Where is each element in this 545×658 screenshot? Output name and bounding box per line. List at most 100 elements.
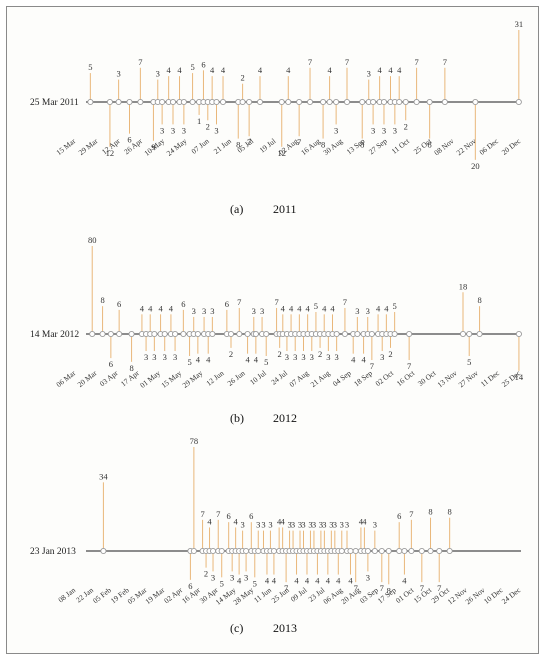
event-marker bbox=[333, 330, 340, 338]
event-marker bbox=[296, 98, 303, 106]
event-value-label: 7 bbox=[437, 583, 441, 593]
event-marker bbox=[219, 98, 227, 106]
event-marker bbox=[396, 98, 403, 106]
event-value-label: 7 bbox=[370, 361, 374, 371]
event-value-label: 4 bbox=[315, 576, 320, 586]
event-marker bbox=[285, 98, 292, 106]
event-marker bbox=[515, 98, 522, 106]
event-marker bbox=[338, 547, 345, 555]
event-value-label: 3 bbox=[301, 352, 305, 362]
event-value-label: 3 bbox=[163, 352, 167, 362]
event-marker bbox=[413, 98, 420, 106]
timeline-start-label: 23 Jan 2013 bbox=[30, 547, 76, 557]
event-value-label: 3 bbox=[366, 306, 370, 316]
event-value-label: 4 bbox=[207, 516, 212, 526]
event-marker bbox=[246, 98, 253, 106]
event-value-label: 5 bbox=[253, 578, 257, 588]
event-value-label: 7 bbox=[420, 583, 424, 593]
event-value-label: 5 bbox=[264, 357, 268, 367]
axis-tick-label: 26 Apr bbox=[122, 136, 144, 156]
event-marker bbox=[244, 330, 251, 338]
event-value-label: 3 bbox=[117, 69, 121, 79]
event-marker bbox=[370, 98, 377, 106]
event-value-label: 2 bbox=[229, 349, 233, 359]
event-value-label: 5 bbox=[467, 357, 471, 367]
axis-tick-label: 29 May bbox=[181, 368, 205, 389]
axis-tick-label: 07 Jun bbox=[190, 136, 211, 155]
event-marker bbox=[446, 547, 453, 555]
axis-tick-label: 15 May bbox=[159, 368, 183, 389]
event-value-label: 1 bbox=[197, 116, 201, 126]
event-value-label: 6 bbox=[397, 511, 401, 521]
axis-tick-label: 10 May bbox=[142, 136, 166, 157]
event-value-label: 4 bbox=[362, 516, 367, 526]
event-value-label: 4 bbox=[210, 65, 215, 75]
event-marker bbox=[380, 98, 388, 106]
event-value-label: 3 bbox=[192, 306, 196, 316]
event-marker bbox=[137, 98, 144, 106]
event-value-label: 3 bbox=[355, 306, 359, 316]
event-value-label: 4 bbox=[196, 355, 201, 365]
event-value-label: 3 bbox=[202, 306, 206, 316]
caption-letter: (c) bbox=[230, 621, 243, 635]
axis-tick-label: 06 Mar bbox=[54, 368, 77, 389]
event-value-label: 3 bbox=[393, 125, 397, 135]
event-marker bbox=[172, 330, 179, 338]
event-value-label: 6 bbox=[109, 359, 113, 369]
axis-tick-label: 02 Apr bbox=[162, 585, 184, 605]
event-value-label: 2 bbox=[404, 121, 408, 131]
event-value-label: 3 bbox=[382, 125, 386, 135]
event-value-label: 3 bbox=[214, 125, 218, 135]
event-value-label: 5 bbox=[314, 301, 318, 311]
event-marker bbox=[263, 330, 270, 338]
event-value-label: 7 bbox=[414, 57, 418, 67]
event-value-label: 3 bbox=[260, 306, 264, 316]
event-value-label: 7 bbox=[216, 509, 220, 519]
event-marker bbox=[190, 547, 197, 555]
timeline-panel-2011: 25 Mar 201151236793343435162434827412477… bbox=[30, 19, 523, 216]
event-value-label: 8 bbox=[129, 363, 133, 373]
event-value-label: 4 bbox=[254, 355, 259, 365]
event-value-label: 7 bbox=[443, 57, 447, 67]
event-value-label: 3 bbox=[173, 352, 177, 362]
caption-letter: (b) bbox=[230, 411, 244, 425]
event-marker bbox=[218, 547, 225, 555]
event-value-label: 4 bbox=[384, 303, 389, 313]
timeline-start-label: 14 Mar 2012 bbox=[30, 330, 79, 340]
event-marker bbox=[371, 547, 378, 555]
event-value-label: 3 bbox=[367, 69, 371, 79]
event-value-label: 18 bbox=[459, 281, 468, 291]
event-value-label: 8 bbox=[360, 140, 364, 150]
event-value-label: 3 bbox=[287, 520, 291, 530]
event-value-label: 3 bbox=[256, 520, 260, 530]
axis-tick-label: 03 Sep bbox=[358, 585, 380, 605]
event-value-label: 4 bbox=[281, 303, 286, 313]
event-value-label: 20 bbox=[471, 161, 480, 171]
axis-tick-label: 10 Jul bbox=[248, 368, 268, 386]
event-value-label: 6 bbox=[201, 59, 205, 69]
event-value-label: 5 bbox=[187, 357, 191, 367]
event-value-label: 6 bbox=[227, 511, 231, 521]
event-value-label: 6 bbox=[117, 299, 121, 309]
axis-tick-label: 22 Jan bbox=[74, 585, 95, 604]
axis-tick-label: 02 Oct bbox=[374, 368, 396, 388]
event-marker bbox=[270, 547, 277, 555]
axis-tick-label: 15 Mar bbox=[54, 136, 77, 157]
event-value-label: 12 bbox=[106, 148, 115, 158]
axis-tick-label: 05 Feb bbox=[91, 585, 113, 605]
event-value-label: 3 bbox=[329, 520, 333, 530]
event-value-label: 2 bbox=[318, 349, 322, 359]
event-value-label: 4 bbox=[167, 65, 172, 75]
event-marker bbox=[378, 547, 385, 555]
event-marker bbox=[243, 547, 250, 555]
event-marker bbox=[278, 98, 285, 106]
event-marker bbox=[115, 98, 122, 106]
event-value-label: 8 bbox=[236, 140, 240, 150]
event-marker bbox=[347, 547, 354, 555]
timeline-panel-2012: 14 Mar 201280866843434343653434362743435… bbox=[30, 235, 524, 425]
event-value-label: 3 bbox=[333, 520, 337, 530]
event-value-label: 3 bbox=[171, 125, 175, 135]
event-value-label: 7 bbox=[380, 583, 384, 593]
event-marker bbox=[209, 547, 217, 555]
event-value-label: 4 bbox=[402, 576, 407, 586]
